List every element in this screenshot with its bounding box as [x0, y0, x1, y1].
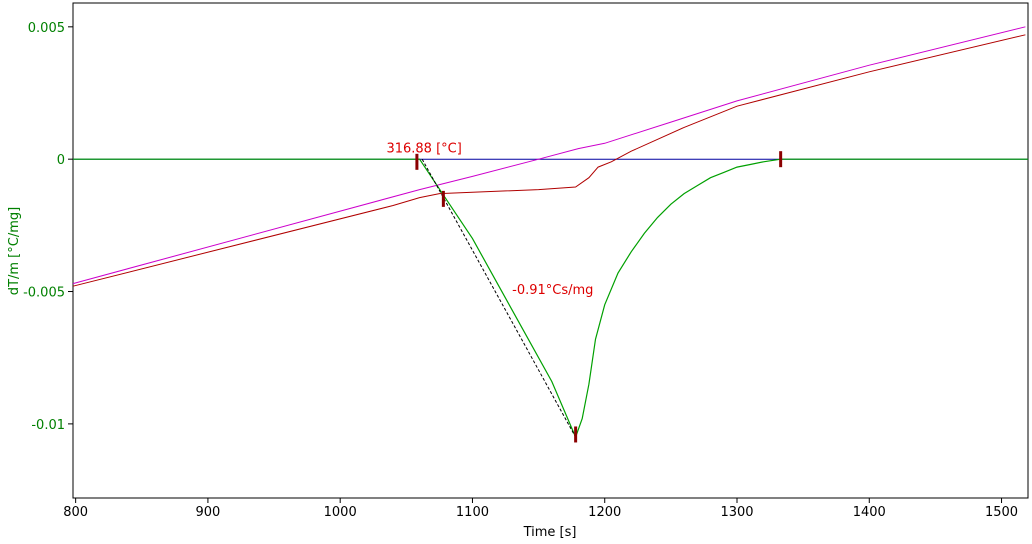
x-tick-label-1: 900	[196, 505, 221, 520]
y-tick-label-1: 0	[57, 153, 65, 168]
annotation-0: 316.88 [°C]	[386, 142, 461, 157]
marker-layer	[415, 151, 783, 443]
x-tick-label-0: 800	[63, 505, 88, 520]
annotation-1: -0.91°Cs/mg	[512, 283, 593, 298]
x-tick-label-7: 1500	[985, 505, 1018, 520]
y-tick-label-2: -0.005	[23, 286, 65, 301]
x-tick-label-6: 1400	[853, 505, 886, 520]
series-line-2	[72, 34, 1026, 287]
annotation-layer: 316.88 [°C] -0.91°Cs/mg	[386, 142, 593, 299]
y-tick-label-3: -0.01	[31, 418, 65, 433]
x-axis-title: Time [s]	[523, 525, 577, 540]
plot-area	[72, 2, 1029, 499]
series-line-1	[72, 26, 1026, 285]
series-layer	[72, 26, 1028, 439]
x-tick-label-3: 1100	[456, 505, 489, 520]
series-line-3	[73, 158, 1028, 439]
tick-layer: 800 900 1000 1100 1200 1300 1400 1500 0.005 0 -0.0…	[23, 21, 1018, 520]
x-tick-label-4: 1200	[588, 505, 621, 520]
x-tick-label-5: 1300	[720, 505, 753, 520]
x-tick-label-2: 1000	[324, 505, 357, 520]
y-tick-label-0: 0.005	[28, 21, 65, 36]
y-axis-title: dT/m [°C/mg]	[7, 207, 22, 295]
series-line-4	[421, 158, 577, 438]
